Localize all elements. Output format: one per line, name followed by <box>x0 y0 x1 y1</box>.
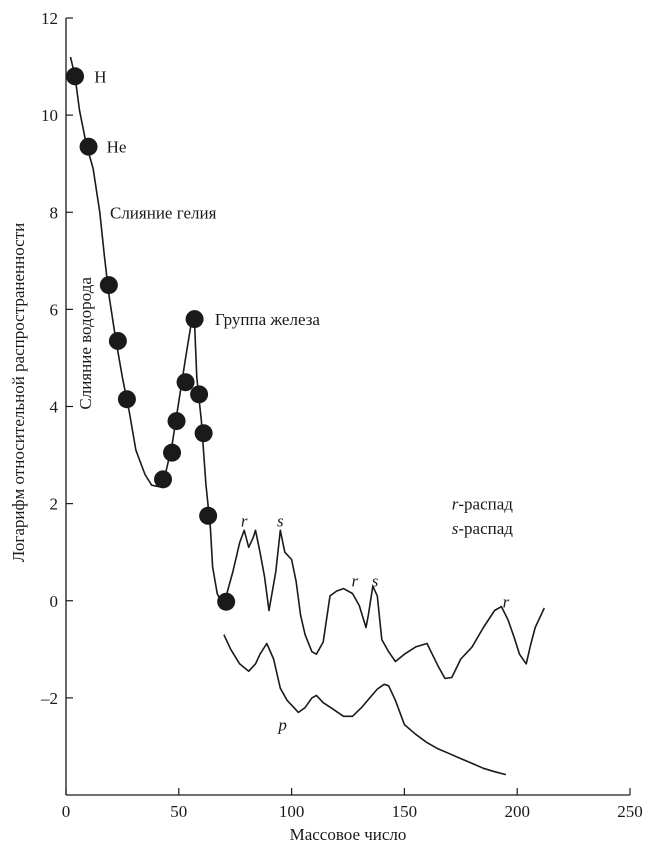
annotation-label: He <box>107 138 127 157</box>
x-tick-label: 50 <box>170 802 187 821</box>
series-line-2 <box>223 634 507 776</box>
annotation-label: r <box>351 571 358 590</box>
y-tick-label: –2 <box>40 689 58 708</box>
annotation-label: Слияние гелия <box>110 203 217 222</box>
hydrogen-fusion-label: Слияние водорода <box>76 277 95 410</box>
axes <box>65 18 630 796</box>
data-point <box>108 331 127 350</box>
legend-mark: r <box>452 495 459 514</box>
y-tick-label: 2 <box>50 495 59 514</box>
y-ticks: 12 10 8 6 4 2 0 –2 <box>40 9 73 708</box>
data-point <box>99 276 118 295</box>
x-tick-label: 250 <box>617 802 643 821</box>
series-lines <box>69 56 546 776</box>
annotation-label: H <box>94 67 106 86</box>
annotation-label: s <box>277 512 284 531</box>
legend-text: -распад <box>458 495 513 514</box>
y-tick-label: 0 <box>50 592 59 611</box>
data-point <box>176 373 195 392</box>
data-point <box>117 390 136 409</box>
y-axis-title: Логарифм относительной распространенност… <box>9 223 28 562</box>
annotation-label: r <box>503 593 510 612</box>
x-tick-label: 0 <box>62 802 71 821</box>
data-point <box>154 470 173 489</box>
legend-text: -распад <box>458 519 513 538</box>
data-point <box>79 137 98 156</box>
legend-mark: s <box>452 519 459 538</box>
y-tick-label: 4 <box>50 398 59 417</box>
y-tick-label: 6 <box>50 300 59 319</box>
y-tick-label: 10 <box>41 106 58 125</box>
annotation-label: p <box>277 716 287 735</box>
y-tick-label: 8 <box>50 203 59 222</box>
y-tick-label: 12 <box>41 9 58 28</box>
data-point <box>199 506 218 525</box>
data-point <box>167 412 186 431</box>
data-point <box>217 592 236 611</box>
data-points <box>66 67 236 611</box>
series-line-1 <box>69 56 546 680</box>
annotation-label: Группа железа <box>215 310 321 329</box>
annotation-label: r <box>241 512 248 531</box>
data-point <box>66 67 85 86</box>
legend-item: s-распад <box>452 519 514 538</box>
legend-item: r-распад <box>452 495 514 514</box>
x-tick-label: 150 <box>392 802 418 821</box>
data-point <box>185 310 204 329</box>
data-point <box>194 424 213 443</box>
x-axis-title: Массовое число <box>290 825 407 844</box>
x-tick-label: 100 <box>279 802 305 821</box>
data-point <box>190 385 209 404</box>
data-point <box>163 443 182 462</box>
x-tick-label: 200 <box>504 802 530 821</box>
x-ticks: 0 50 100 150 200 250 <box>62 788 643 821</box>
annotation-label: s <box>372 571 379 590</box>
